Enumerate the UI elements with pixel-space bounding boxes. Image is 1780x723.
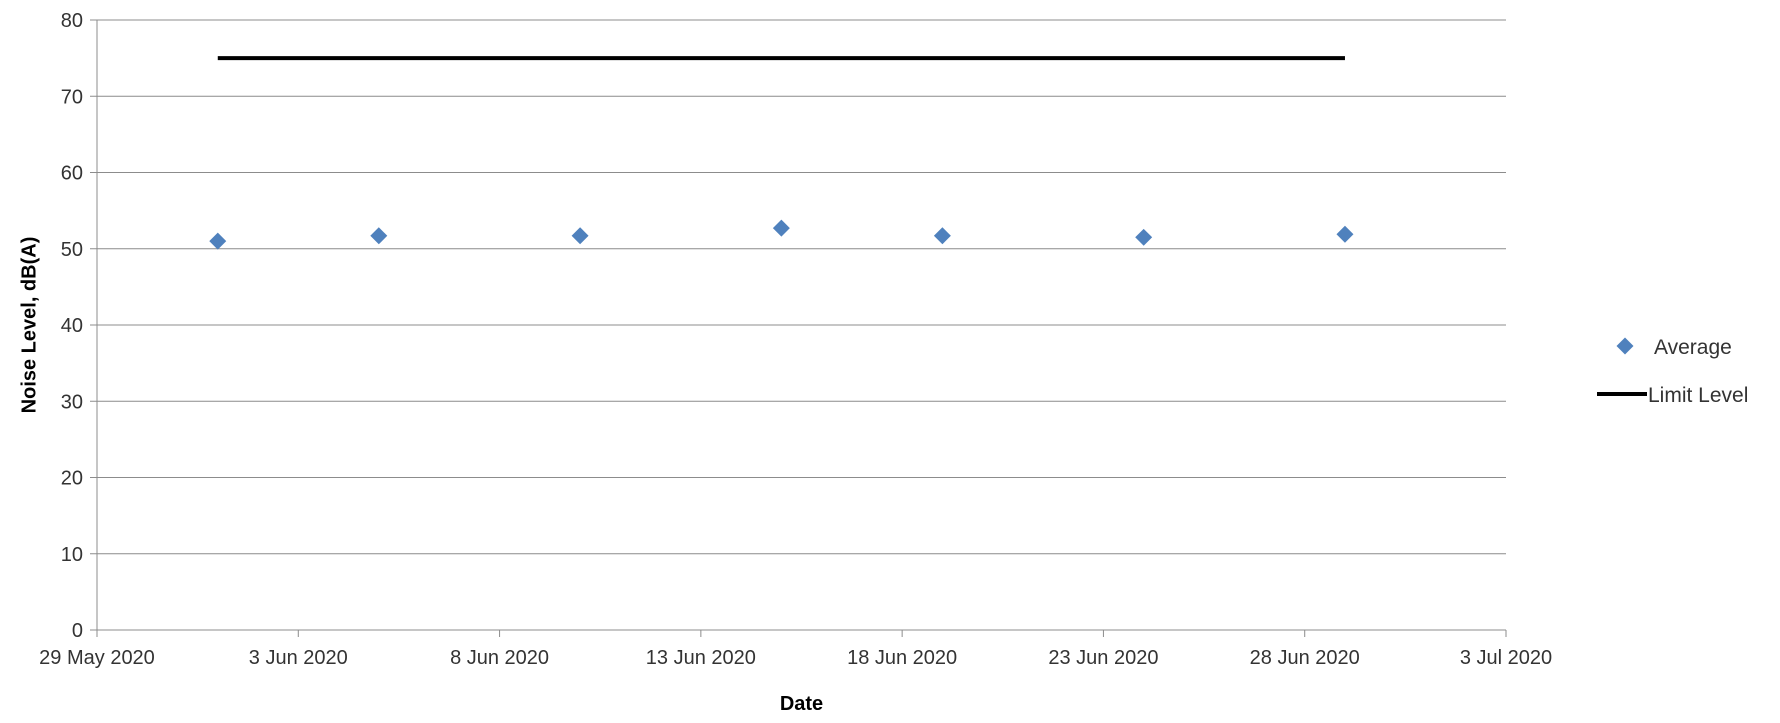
y-tick-label: 20 [61, 468, 83, 490]
tick-labels: 0 10 20 30 40 50 60 70 80 29 May 2020 3 Jun 2020 8 … [39, 10, 1552, 669]
legend-item-limit-level: Limit Level [1597, 384, 1748, 407]
x-tick-label: 28 Jun 2020 [1250, 647, 1360, 669]
gridlines [97, 19, 1506, 555]
x-tick-label: 3 Jun 2020 [249, 647, 348, 669]
y-tick-label: 10 [61, 544, 83, 566]
data-series [209, 56, 1354, 250]
legend: Average Limit Level [1597, 336, 1748, 407]
x-axis-title: Date [780, 693, 823, 715]
y-tick-label: 50 [61, 239, 83, 261]
y-tick-label: 80 [61, 10, 83, 32]
x-tick-label: 3 Jul 2020 [1460, 647, 1552, 669]
average-data-point [571, 227, 589, 245]
y-axis-title: Noise Level, dB(A) [18, 237, 40, 414]
x-tick-label: 29 May 2020 [39, 647, 155, 669]
average-data-point [933, 227, 951, 245]
y-tick-label: 70 [61, 86, 83, 108]
x-tick-label: 18 Jun 2020 [847, 647, 957, 669]
legend-item-average: Average [1616, 336, 1732, 359]
average-data-point [772, 219, 790, 237]
y-tick-label: 30 [61, 391, 83, 413]
average-data-point [1336, 225, 1354, 243]
y-tick-label: 0 [72, 620, 83, 642]
y-tick-label: 40 [61, 315, 83, 337]
y-tick-label: 60 [61, 163, 83, 185]
legend-average-marker [1616, 337, 1634, 355]
legend-average-label: Average [1654, 336, 1732, 359]
average-data-point [370, 227, 388, 245]
x-tick-label: 8 Jun 2020 [450, 647, 549, 669]
legend-limit-level-label: Limit Level [1648, 384, 1748, 407]
average-data-point [209, 232, 227, 250]
axes [90, 19, 1507, 637]
average-data-point [1135, 228, 1153, 246]
x-tick-label: 13 Jun 2020 [646, 647, 756, 669]
x-tick-label: 23 Jun 2020 [1048, 647, 1158, 669]
